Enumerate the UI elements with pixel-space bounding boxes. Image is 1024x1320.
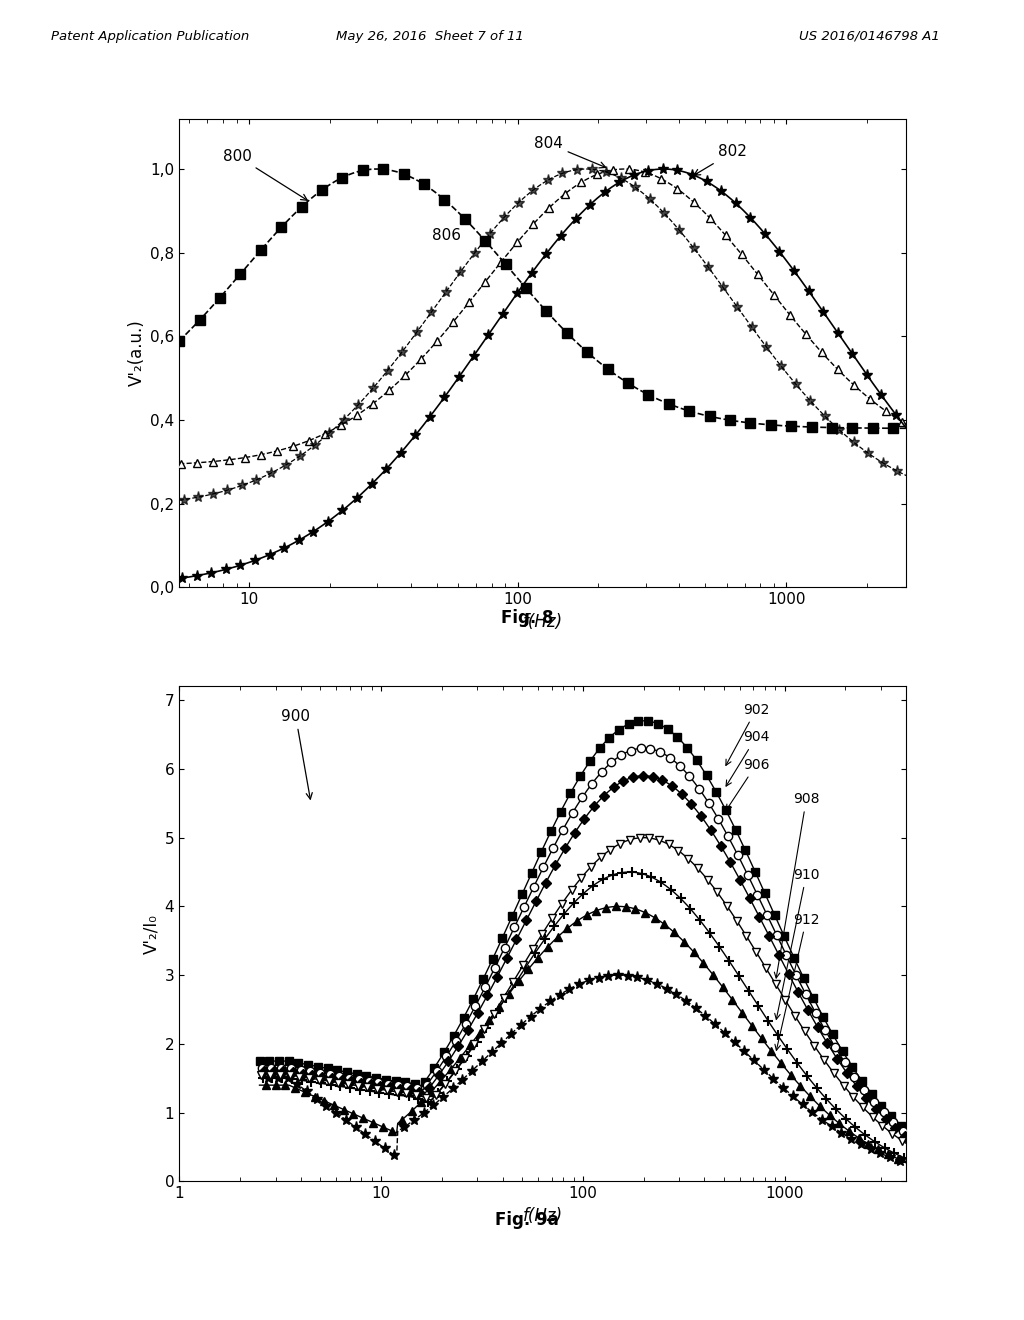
- Text: 800: 800: [223, 149, 307, 201]
- Text: Fig. 8: Fig. 8: [501, 609, 554, 627]
- Text: 806: 806: [432, 228, 461, 243]
- Text: 906: 906: [726, 758, 769, 810]
- Text: 900: 900: [282, 709, 312, 799]
- Text: Fig. 9a: Fig. 9a: [496, 1210, 559, 1229]
- Text: 802: 802: [694, 144, 748, 176]
- Y-axis label: V'₂/I₀: V'₂/I₀: [142, 913, 161, 954]
- Text: 910: 910: [775, 869, 819, 1019]
- Text: Patent Application Publication: Patent Application Publication: [51, 30, 250, 42]
- Text: May 26, 2016  Sheet 7 of 11: May 26, 2016 Sheet 7 of 11: [336, 30, 524, 42]
- Y-axis label: V'₂(a.u.): V'₂(a.u.): [128, 319, 146, 387]
- Text: US 2016/0146798 A1: US 2016/0146798 A1: [799, 30, 939, 42]
- Text: 902: 902: [726, 702, 769, 766]
- Text: 912: 912: [775, 912, 819, 1051]
- X-axis label: f(Hz): f(Hz): [522, 1206, 563, 1225]
- Text: 904: 904: [726, 730, 769, 787]
- X-axis label: f(Hz): f(Hz): [522, 612, 563, 631]
- Text: 908: 908: [774, 792, 819, 978]
- Text: 804: 804: [534, 136, 605, 168]
